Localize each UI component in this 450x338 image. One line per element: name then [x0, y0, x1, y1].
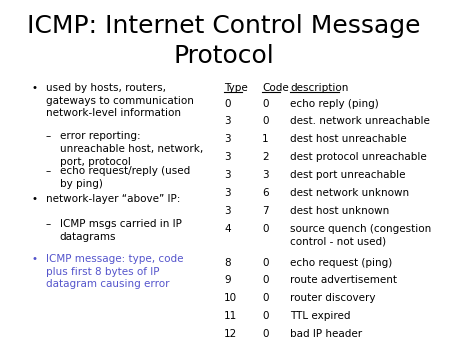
Text: bad IP header: bad IP header [290, 329, 362, 338]
Text: •: • [32, 83, 38, 93]
Text: network-layer “above” IP:: network-layer “above” IP: [46, 194, 180, 204]
Text: 3: 3 [262, 170, 269, 180]
Text: echo request (ping): echo request (ping) [290, 258, 392, 268]
Text: 3: 3 [224, 188, 230, 198]
Text: dest. network unreachable: dest. network unreachable [290, 116, 430, 126]
Text: 0: 0 [262, 99, 269, 108]
Text: –: – [46, 166, 51, 176]
Text: 6: 6 [262, 188, 269, 198]
Text: description: description [290, 83, 348, 93]
Text: •: • [32, 254, 38, 264]
Text: 8: 8 [224, 258, 230, 268]
Text: 12: 12 [224, 329, 237, 338]
Text: 3: 3 [224, 170, 230, 180]
Text: 3: 3 [224, 134, 230, 144]
Text: dest port unreachable: dest port unreachable [290, 170, 405, 180]
Text: –: – [46, 219, 51, 229]
Text: 0: 0 [262, 116, 269, 126]
Text: used by hosts, routers,
gateways to communication
network-level information: used by hosts, routers, gateways to comm… [46, 83, 194, 119]
Text: 0: 0 [262, 311, 269, 321]
Text: 0: 0 [262, 329, 269, 338]
Text: 0: 0 [262, 224, 269, 234]
Text: TTL expired: TTL expired [290, 311, 351, 321]
Text: 0: 0 [262, 293, 269, 303]
Text: 2: 2 [262, 152, 269, 162]
Text: error reporting:
unreachable host, network,
port, protocol: error reporting: unreachable host, netwo… [60, 131, 203, 167]
Text: 3: 3 [224, 152, 230, 162]
Text: ICMP msgs carried in IP
datagrams: ICMP msgs carried in IP datagrams [60, 219, 182, 242]
Text: –: – [46, 131, 51, 142]
Text: route advertisement: route advertisement [290, 275, 397, 285]
Text: ICMP message: type, code
plus first 8 bytes of IP
datagram causing error: ICMP message: type, code plus first 8 by… [46, 254, 183, 289]
Text: Code: Code [262, 83, 289, 93]
Text: 4: 4 [224, 224, 230, 234]
Text: 10: 10 [224, 293, 237, 303]
Text: dest host unreachable: dest host unreachable [290, 134, 407, 144]
Text: 0: 0 [262, 258, 269, 268]
Text: 11: 11 [224, 311, 237, 321]
Text: Type: Type [224, 83, 248, 93]
Text: 0: 0 [262, 275, 269, 285]
Text: 1: 1 [262, 134, 269, 144]
Text: 7: 7 [262, 206, 269, 216]
Text: 0: 0 [224, 99, 230, 108]
Text: echo reply (ping): echo reply (ping) [290, 99, 379, 108]
Text: ICMP: Internet Control Message
Protocol: ICMP: Internet Control Message Protocol [27, 14, 421, 68]
Text: •: • [32, 194, 38, 204]
Text: router discovery: router discovery [290, 293, 376, 303]
Text: 9: 9 [224, 275, 230, 285]
Text: echo request/reply (used
by ping): echo request/reply (used by ping) [60, 166, 190, 189]
Text: source quench (congestion
control - not used): source quench (congestion control - not … [290, 224, 431, 246]
Text: dest network unknown: dest network unknown [290, 188, 409, 198]
Text: dest protocol unreachable: dest protocol unreachable [290, 152, 427, 162]
Text: dest host unknown: dest host unknown [290, 206, 389, 216]
Text: 3: 3 [224, 116, 230, 126]
Text: 3: 3 [224, 206, 230, 216]
